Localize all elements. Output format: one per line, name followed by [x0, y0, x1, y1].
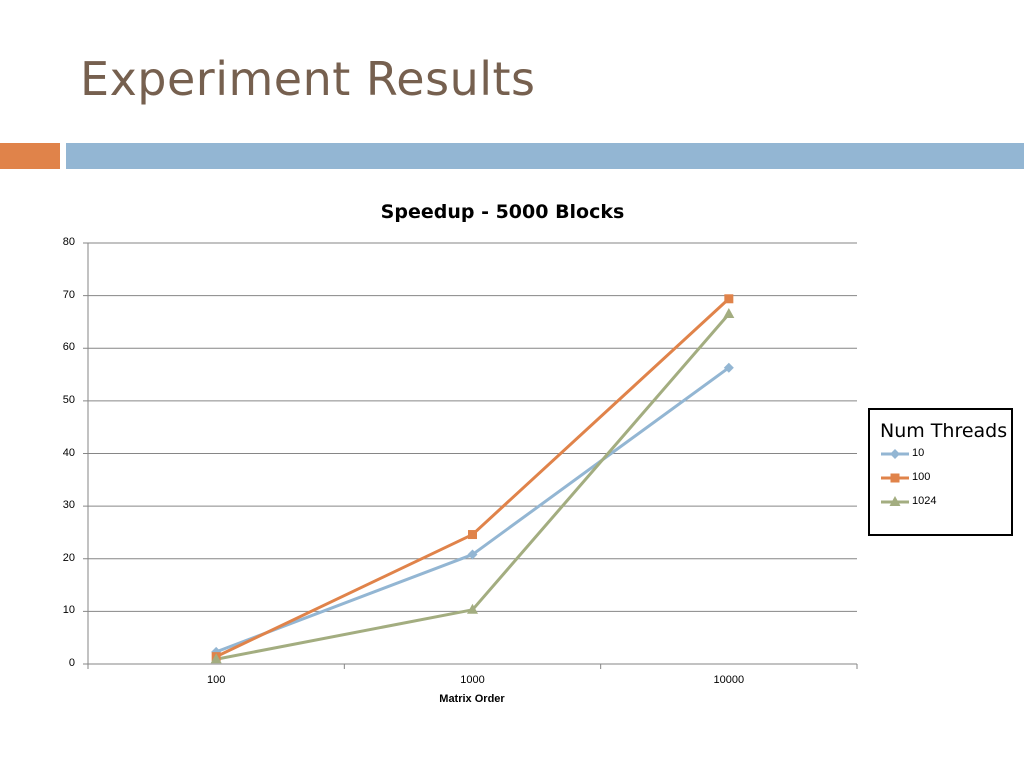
y-tick-label: 70 [62, 288, 75, 301]
x-tick-label: 1000 [460, 674, 485, 686]
legend-title: Num Threads [880, 420, 1008, 442]
legend-item-1024: 1024 [880, 494, 1010, 510]
slide-title: Experiment Results [80, 52, 536, 106]
data-point-100 [468, 530, 477, 540]
data-point-10 [467, 549, 478, 560]
legend-swatch [881, 473, 909, 483]
legend-marker [889, 496, 901, 506]
data-point-10 [723, 362, 734, 373]
y-tick-label: 80 [62, 236, 75, 248]
legend-swatch [881, 496, 909, 506]
y-tick-label: 50 [62, 393, 75, 406]
chart-legend: Num Threads 10 100 1024 [868, 408, 1013, 536]
accent-band-blue [66, 143, 1024, 169]
legend-marker [890, 473, 900, 483]
legend-item-100: 100 [880, 470, 1010, 486]
data-point-1024 [723, 308, 735, 319]
y-tick-label: 10 [62, 604, 75, 617]
legend-label: 100 [912, 471, 931, 483]
series-line-100 [215, 297, 730, 658]
data-point-100 [724, 294, 734, 304]
x-tick-label: 10000 [713, 674, 745, 686]
data-point-1024 [467, 603, 478, 614]
x-axis-label: Matrix Order [439, 693, 505, 705]
legend-label: 1024 [912, 495, 937, 507]
y-tick-label: 0 [68, 657, 75, 669]
series-lines [210, 294, 735, 664]
y-tick-label: 60 [62, 341, 75, 354]
accent-band-orange [0, 143, 60, 169]
axes [83, 242, 858, 669]
legend-marker [890, 449, 900, 459]
chart-title: Speedup - 5000 Blocks [380, 201, 625, 223]
grid-lines [88, 242, 857, 612]
y-tick-label: 30 [62, 499, 75, 512]
data-point-1024 [210, 653, 222, 664]
legend-item-10: 10 [880, 446, 1010, 462]
y-tick-label: 20 [62, 551, 75, 564]
y-tick-label: 40 [62, 446, 75, 459]
legend-label: 10 [912, 447, 925, 459]
legend-swatch [881, 449, 909, 459]
x-tick-label: 100 [206, 674, 226, 686]
